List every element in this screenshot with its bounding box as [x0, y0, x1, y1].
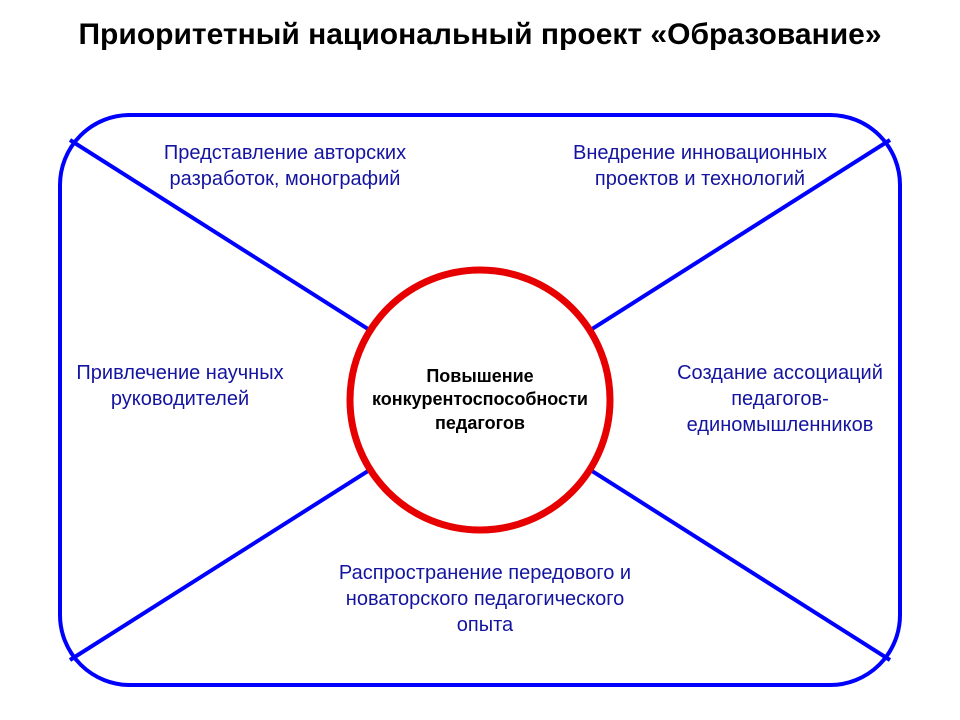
sector-bottom: Распространение передового и новаторског…	[320, 560, 650, 638]
sector-left: Привлечение научных руководителей	[70, 360, 290, 412]
center-label: Повышение конкурентоспособности педагого…	[360, 365, 600, 435]
diagram-container: Приоритетный национальный проект «Образо…	[0, 0, 960, 720]
sector-right: Создание ассоциаций педагогов-единомышле…	[650, 360, 910, 438]
sector-top-right: Внедрение инновационных проектов и техно…	[560, 140, 840, 192]
sector-top-left: Представление авторских разработок, моно…	[130, 140, 440, 192]
